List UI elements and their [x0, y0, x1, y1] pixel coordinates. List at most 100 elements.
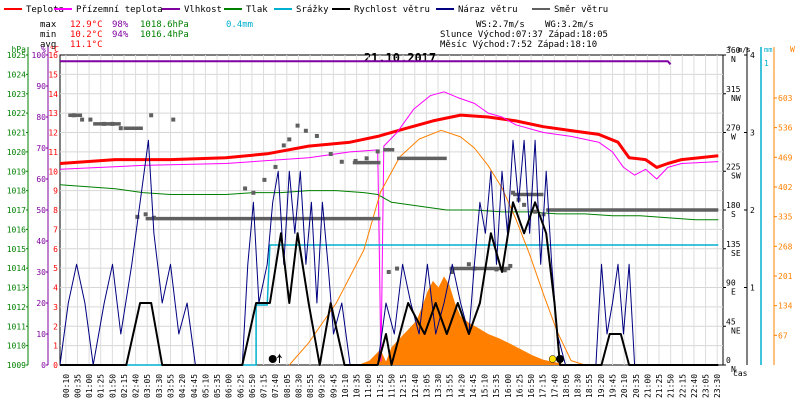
- pressure-tick-label: 1019: [7, 167, 26, 176]
- legend-label: Teplota: [26, 5, 64, 15]
- temp-tick-label: 1: [53, 342, 58, 351]
- x-tick-label: 09:20: [318, 374, 327, 398]
- x-tick-label: 16:50: [527, 374, 536, 398]
- x-tick-label: 18:55: [585, 374, 594, 398]
- dir-tick-degrees: 0: [726, 356, 731, 365]
- pressure-tick-label: 1024: [7, 70, 26, 79]
- x-tick-label: 07:15: [260, 374, 269, 398]
- pressure-tick-label: 1020: [7, 148, 26, 157]
- wind-dir-point: [118, 126, 123, 131]
- wind-tick-label: 1: [750, 284, 755, 293]
- wind-dir-point: [508, 263, 513, 268]
- humidity-tick-label: 10: [36, 330, 46, 339]
- wind-dir-point: [287, 137, 292, 142]
- pressure-tick-label: 1018: [7, 187, 26, 196]
- x-tick-label: 01:00: [85, 374, 94, 398]
- x-tick-label: 06:00: [225, 374, 234, 398]
- x-tick-label: 08:55: [306, 374, 315, 398]
- pressure-tick-label: 1023: [7, 90, 26, 99]
- info-ws: WS:2.7m/s: [476, 20, 525, 30]
- temp-tick-label: 15: [48, 70, 58, 79]
- pressure-tick-label: 1012: [7, 303, 26, 312]
- pressure-tick-label: 1014: [7, 264, 26, 273]
- dir-axis-label: °: [727, 45, 732, 54]
- rain-tick-label: 1: [764, 59, 769, 68]
- wind-dir-point: [295, 123, 300, 128]
- legend: Teplota Přízemní teplota Vlhkost Tlak Srážky…: [4, 5, 608, 15]
- pressure-tick-label: 1022: [7, 109, 26, 118]
- dir-tick-cardinal: N: [731, 55, 736, 64]
- plot-area: [59, 54, 724, 366]
- x-tick-label: 08:30: [294, 374, 303, 398]
- temp-tick-label: 7: [53, 225, 58, 234]
- temp-tick-label: 10: [48, 167, 58, 176]
- sun-icon: [548, 355, 557, 363]
- series-rychlost-vetru: [60, 201, 719, 366]
- x-tick-label: 13:05: [422, 374, 431, 398]
- wind-dir-point: [171, 117, 176, 122]
- dir-tick-degrees: 90: [726, 279, 736, 288]
- series-vlhkost: [60, 60, 672, 65]
- legend-label: Rychlost větru: [354, 5, 430, 15]
- wind-dir-point: [281, 143, 286, 148]
- pressure-tick-label: 1013: [7, 284, 26, 293]
- legend-label: Tlak: [246, 5, 268, 15]
- x-tick-label: 12:40: [411, 374, 420, 398]
- x-tick-label: 06:50: [248, 374, 257, 398]
- humidity-tick-label: 0: [41, 361, 46, 370]
- stats-min-label: min: [40, 30, 56, 40]
- stats-max-hum: 98%: [112, 20, 129, 30]
- x-tick-label: 17:15: [539, 374, 548, 398]
- legend-label: Přízemní teplota: [76, 5, 163, 15]
- stats-block: max 12.9°C 98% 1018.6hPa 0.4mm min 10.2°…: [40, 20, 253, 50]
- x-tick-label: 04:45: [190, 374, 199, 398]
- dir-tick-degrees: 360: [726, 46, 741, 55]
- dir-tick-degrees: 270: [726, 124, 741, 133]
- legend-label: Vlhkost: [184, 5, 222, 15]
- wind-dir-point: [303, 128, 308, 133]
- dir-tick-cardinal: W: [731, 133, 736, 142]
- series-p-zemn-teplota: [59, 91, 719, 362]
- x-tick-label: 01:50: [108, 374, 117, 398]
- x-tick-label: 23:30: [713, 374, 722, 398]
- x-tick-label: 12:15: [399, 374, 408, 398]
- temp-tick-label: 4: [53, 284, 58, 293]
- axes: hPa1009101010111012101310141015101610171…: [7, 45, 795, 398]
- x-tick-label: 01:25: [97, 374, 106, 398]
- temp-tick-label: 2: [53, 322, 58, 331]
- dir-tick-cardinal: NW: [731, 94, 741, 103]
- x-tick-label: 00:10: [62, 374, 71, 398]
- dir-tick-cardinal: N: [731, 365, 736, 374]
- pressure-tick-label: 1009: [7, 361, 26, 370]
- wind-tick-label: 4: [750, 51, 755, 60]
- wind-dir-point: [494, 267, 499, 272]
- x-tick-label: 22:40: [690, 374, 699, 398]
- x-axis-label: čas: [733, 368, 748, 378]
- wind-dir-point: [386, 270, 391, 274]
- x-tick-label: 07:40: [271, 374, 280, 398]
- x-tick-label: 20:35: [632, 374, 641, 398]
- wind-dir-point: [466, 262, 471, 267]
- wind-dir-point: [533, 209, 538, 214]
- legend-label: Náraz větru: [458, 5, 518, 15]
- wind-dir-point: [243, 186, 248, 191]
- humidity-tick-label: 20: [36, 299, 46, 308]
- wind-dir-point: [314, 133, 319, 138]
- dir-tick-degrees: 315: [726, 85, 741, 94]
- x-tick-label: 08:05: [283, 374, 292, 398]
- temp-tick-label: 13: [48, 109, 58, 118]
- pressure-tick-label: 1017: [7, 206, 26, 215]
- stats-max-rain: 0.4mm: [226, 20, 253, 30]
- x-tick-label: 10:10: [341, 374, 350, 398]
- solar-tick-label: 469: [778, 153, 793, 162]
- x-tick-label: 00:35: [73, 374, 82, 398]
- x-tick-label: 16:00: [504, 374, 513, 398]
- pressure-axis-label: hPa: [12, 45, 27, 54]
- dir-tick-cardinal: S: [731, 210, 736, 219]
- solar-tick-label: 268: [778, 242, 793, 251]
- humidity-tick-label: 30: [36, 268, 46, 277]
- humidity-tick-label: 90: [36, 82, 46, 91]
- x-tick-label: 05:10: [201, 374, 210, 398]
- temp-axis-label: °C: [49, 45, 59, 54]
- wind-dir-point: [88, 117, 93, 122]
